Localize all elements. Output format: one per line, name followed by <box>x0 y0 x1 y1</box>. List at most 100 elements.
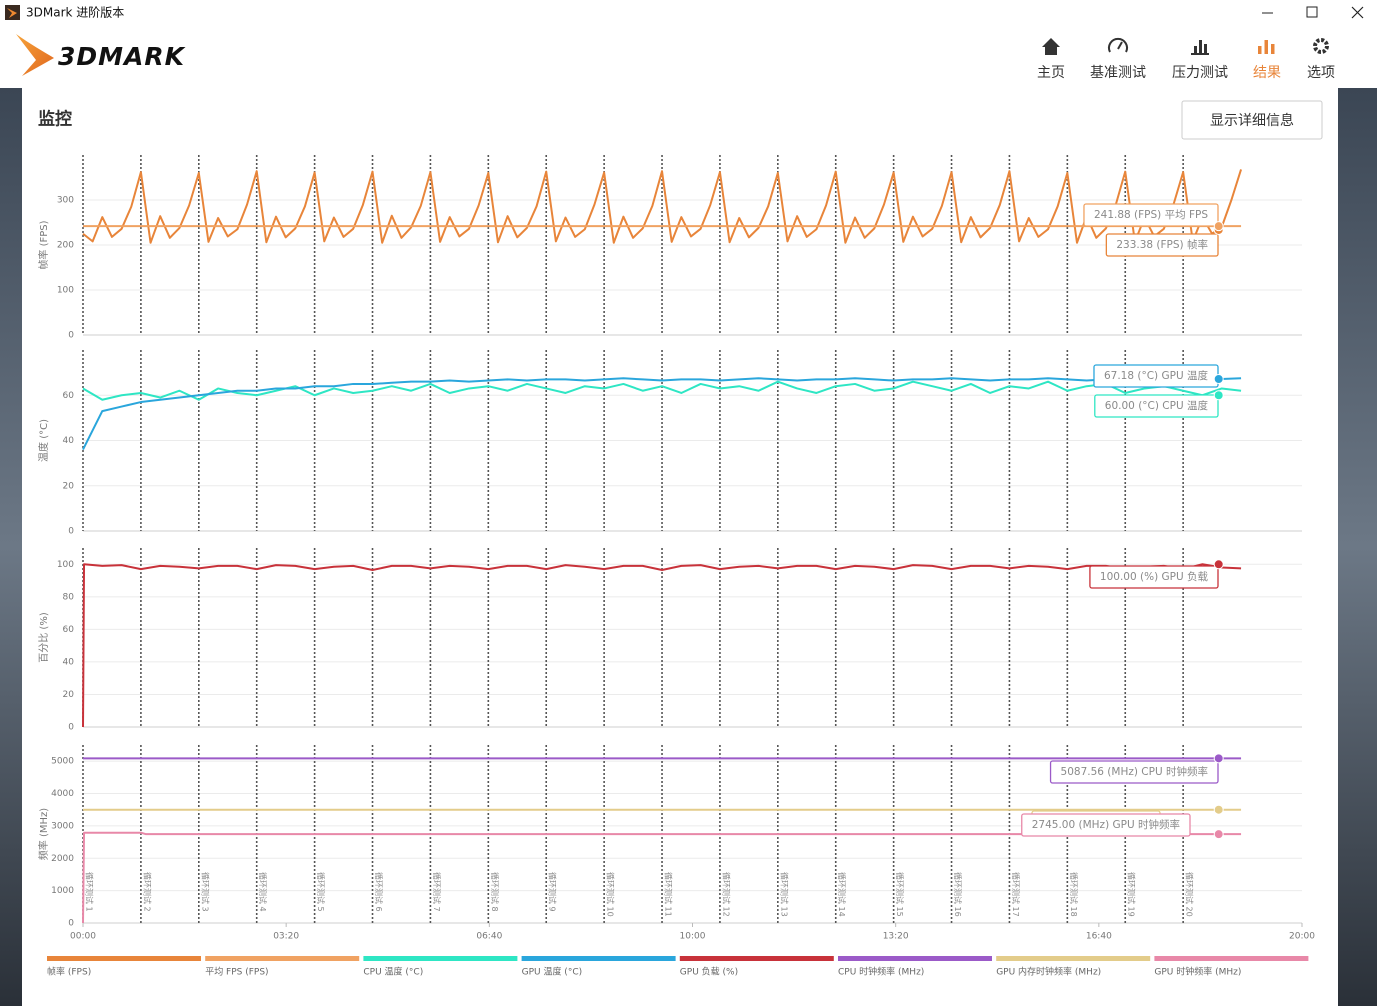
loop-marker-label: 循环测试 12 <box>721 872 731 917</box>
nav-icon[interactable] <box>1318 43 1324 49</box>
y-tick-label: 300 <box>57 196 74 206</box>
loop-marker-label: 循环测试 6 <box>374 872 384 912</box>
cursor-point <box>1213 753 1224 764</box>
loop-marker-label: 循环测试 11 <box>664 872 674 917</box>
maximize-button[interactable] <box>1306 6 1318 18</box>
legend-swatch[interactable] <box>838 956 992 961</box>
legend-label[interactable]: 帧率 (FPS) <box>47 966 91 978</box>
cursor-point <box>1213 390 1224 401</box>
legend-swatch[interactable] <box>996 956 1151 961</box>
loop-marker-label: 循环测试 3 <box>200 872 210 912</box>
x-tick-label: 16:40 <box>1086 932 1112 942</box>
nav-item[interactable]: 基准测试 <box>1090 37 1146 81</box>
x-tick-label: 03:20 <box>273 932 299 942</box>
y-tick-label: 20 <box>63 481 75 491</box>
chart-panel: 0 20 40 60 温度 (°C) 60.00 (°C) CPU 温度 67.18 (°C… <box>37 350 1302 537</box>
cursor-label: 241.88 (FPS) 平均 FPS <box>1094 209 1208 221</box>
window-title: 3DMark 进阶版本 <box>26 6 124 20</box>
legend-swatch[interactable] <box>679 956 834 961</box>
legend-label[interactable]: GPU 内存时钟频率 (MHz) <box>996 966 1101 978</box>
logo-mark <box>16 34 54 76</box>
y-tick-label: 40 <box>63 657 75 667</box>
nav-icon[interactable] <box>1117 41 1123 50</box>
cursor-label: 67.18 (°C) GPU 温度 <box>1104 369 1209 382</box>
cursor-label-box <box>1049 760 1219 784</box>
nav-bar: 主页 基准测试 压力测试 结果 选项 <box>1037 37 1335 81</box>
nav-item[interactable]: 主页 <box>1037 38 1065 81</box>
cursor-label-box <box>1021 813 1191 837</box>
cursor-label: 60.00 (°C) CPU 温度 <box>1105 399 1209 412</box>
header <box>0 26 1377 88</box>
loop-marker-label: 循环测试 17 <box>1011 872 1021 917</box>
logo-text: 3DMARK <box>58 42 186 71</box>
loop-marker-label: 循环测试 20 <box>1185 872 1195 917</box>
loop-marker-label: 循环测试 5 <box>316 872 326 912</box>
nav-icon[interactable] <box>1194 46 1197 54</box>
cursor-point <box>1213 559 1224 570</box>
cursor-point <box>1213 829 1224 840</box>
loop-marker-label: 循环测试 4 <box>258 872 268 912</box>
loop-marker-label: 循环测试 13 <box>779 872 789 917</box>
x-tick-label: 10:00 <box>680 932 706 942</box>
y-tick-label: 1000 <box>51 886 74 896</box>
loop-marker-label: 循环测试 10 <box>606 872 616 917</box>
background-right <box>1338 88 1377 1006</box>
legend-label[interactable]: CPU 温度 (°C) <box>363 966 423 978</box>
legend-swatch[interactable] <box>521 956 676 961</box>
nav-label[interactable]: 基准测试 <box>1090 64 1146 81</box>
loop-marker-label: 循环测试 9 <box>548 872 558 912</box>
y-tick-label: 60 <box>63 625 75 635</box>
legend-swatch[interactable] <box>363 956 518 961</box>
nav-item[interactable]: 选项 <box>1307 38 1335 81</box>
loop-marker-label: 循环测试 1 <box>85 872 95 912</box>
series-line <box>82 380 1242 401</box>
y-tick-label: 3000 <box>51 821 74 831</box>
series-line <box>82 831 1242 924</box>
y-tick-label: 100 <box>57 286 74 296</box>
legend-label[interactable]: CPU 时钟频率 (MHz) <box>838 966 924 978</box>
legend-swatch[interactable] <box>1154 956 1309 961</box>
x-tick-label: 20:00 <box>1289 932 1315 942</box>
loop-marker-label: 循环测试 7 <box>432 872 442 912</box>
loop-marker-label: 循环测试 16 <box>953 872 963 917</box>
nav-icon[interactable] <box>1204 44 1207 54</box>
x-tick-label: 06:40 <box>476 932 502 942</box>
nav-label[interactable]: 压力测试 <box>1172 65 1228 81</box>
nav-label[interactable]: 主页 <box>1037 65 1065 81</box>
y-tick-label: 80 <box>63 592 75 602</box>
legend-swatch[interactable] <box>205 956 360 961</box>
nav-icon[interactable] <box>1199 40 1202 54</box>
nav-icon[interactable] <box>1313 38 1329 54</box>
nav-icon[interactable] <box>1271 44 1275 54</box>
details-button[interactable] <box>1181 100 1323 140</box>
details-button-label[interactable]: 显示详细信息 <box>1210 112 1294 129</box>
close-button[interactable] <box>1351 6 1364 19</box>
legend-label[interactable]: GPU 负载 (%) <box>680 966 738 978</box>
loop-marker-label: 循环测试 2 <box>142 872 152 912</box>
nav-label[interactable]: 选项 <box>1307 65 1335 81</box>
nav-item[interactable]: 结果 <box>1253 40 1281 81</box>
cursor-label: 5087.56 (MHz) CPU 时钟频率 <box>1061 765 1208 778</box>
nav-item[interactable]: 压力测试 <box>1172 40 1228 81</box>
y-axis-title: 频率 (MHz) <box>37 808 50 860</box>
nav-label[interactable]: 结果 <box>1253 65 1281 81</box>
cursor-label: 233.38 (FPS) 帧率 <box>1116 238 1208 251</box>
y-tick-label: 0 <box>68 723 74 733</box>
x-tick-label: 13:20 <box>883 932 909 942</box>
nav-icon[interactable] <box>1258 46 1262 54</box>
nav-icon[interactable] <box>1191 53 1209 55</box>
loop-marker-label: 循环测试 8 <box>490 872 500 912</box>
y-tick-label: 4000 <box>51 789 74 799</box>
nav-icon[interactable] <box>1042 38 1060 55</box>
cursor-label-box <box>1105 233 1219 257</box>
legend-swatch[interactable] <box>47 956 201 961</box>
legend-label[interactable]: GPU 温度 (°C) <box>522 966 583 978</box>
legend-label[interactable]: 平均 FPS (FPS) <box>205 966 268 978</box>
title-bar <box>0 0 1377 26</box>
nav-icon[interactable] <box>1108 37 1128 53</box>
nav-icon[interactable] <box>1264 40 1269 54</box>
legend-label[interactable]: GPU 时钟频率 (MHz) <box>1154 966 1241 978</box>
y-axis-title: 帧率 (FPS) <box>37 220 50 269</box>
